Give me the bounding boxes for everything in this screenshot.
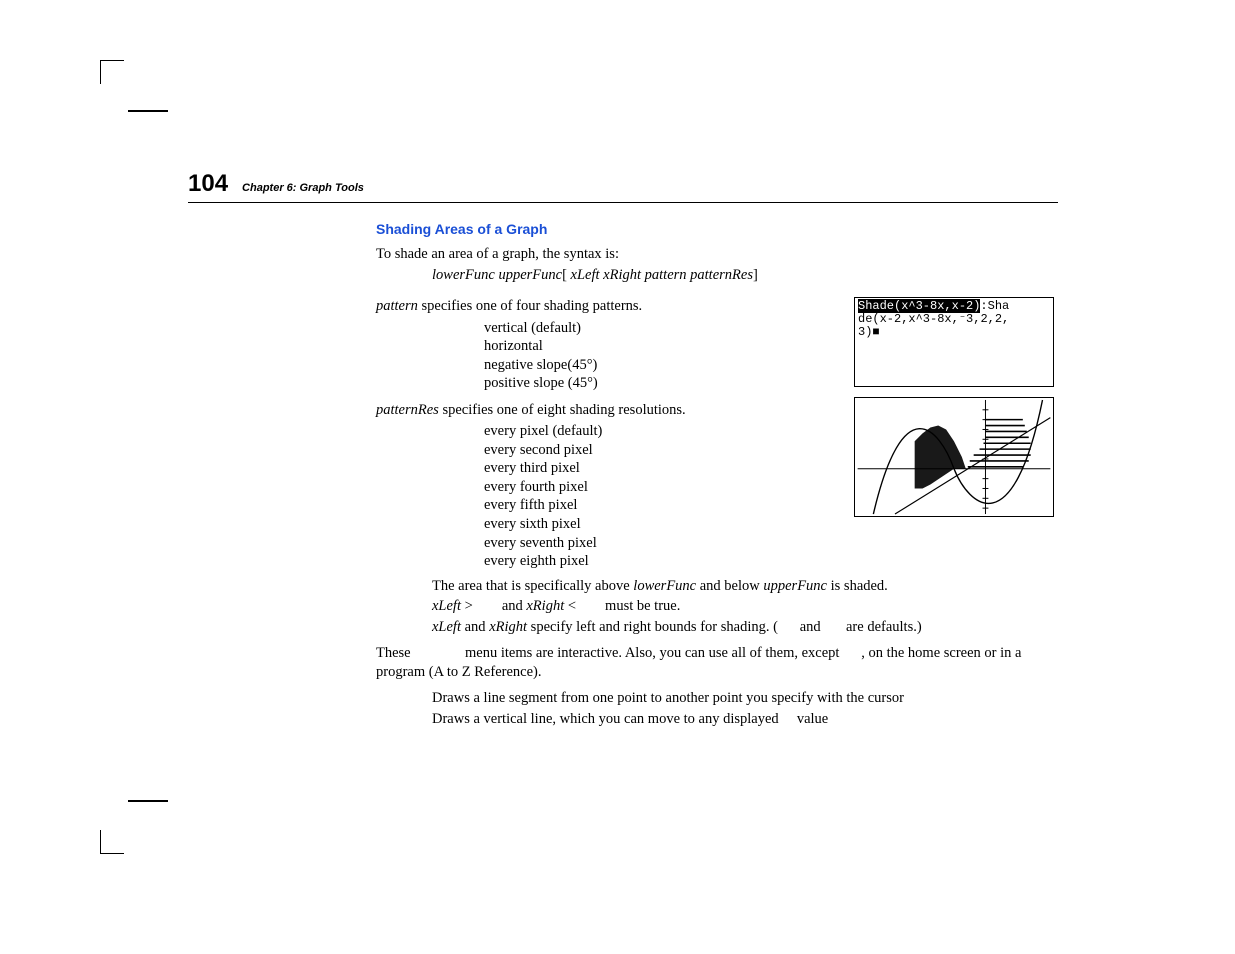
shade-right-region: [968, 420, 1031, 467]
syntax-args: xLeft xRight pattern patternRes: [567, 267, 753, 283]
mini-row-1: Draws a line segment from one point to a…: [432, 689, 1058, 708]
patternres-opt-8: every eighth pixel: [484, 552, 838, 571]
mini-text-1: Draws a line segment from one point to a…: [432, 689, 1058, 708]
syntax-close-bracket: ]: [753, 267, 758, 283]
chapter-label: Chapter 6: Graph Tools: [242, 182, 364, 194]
patternres-options: every pixel (default) every second pixel…: [376, 422, 838, 570]
page-number: 104: [188, 170, 228, 198]
mini-row-2: Draws a vertical line, which you can mov…: [432, 710, 1058, 729]
pattern-opt-4: positive slope (45°): [484, 374, 838, 393]
crop-mark-top-left: [100, 60, 124, 84]
crop-tick-top: [128, 110, 168, 112]
bullet-bounds: xLeft and xRight specify left and right …: [432, 618, 1058, 637]
crop-mark-bottom-left: [100, 830, 124, 854]
content-area: Shading Areas of a Graph To shade an are…: [376, 221, 1058, 728]
left-column: pattern specifies one of four shading pa…: [376, 297, 838, 571]
pattern-options: vertical (default) horizontal negative s…: [376, 319, 838, 393]
intro-line: To shade an area of a graph, the syntax …: [376, 245, 1058, 264]
patternres-rest: specifies one of eight shading resolutio…: [439, 402, 686, 418]
patternres-opt-4: every fourth pixel: [484, 478, 838, 497]
patternres-opt-5: every fifth pixel: [484, 496, 838, 515]
syntax-lowerfunc: lowerFunc: [432, 267, 495, 283]
patternres-opt-7: every seventh pixel: [484, 534, 838, 553]
pattern-opt-3: negative slope(45°): [484, 356, 838, 375]
pattern-opt-2: horizontal: [484, 337, 838, 356]
patternres-word: patternRes: [376, 402, 439, 418]
patternres-opt-2: every second pixel: [484, 441, 838, 460]
two-column-region: pattern specifies one of four shading pa…: [376, 297, 1058, 571]
syntax-upperfunc: upperFunc: [498, 267, 562, 283]
crop-tick-bottom: [128, 800, 168, 802]
bullet-area: The area that is specifically above lowe…: [432, 577, 1058, 596]
pattern-opt-1: vertical (default): [484, 319, 838, 338]
patternres-opt-3: every third pixel: [484, 459, 838, 478]
graph-svg: [855, 398, 1053, 516]
mini-text-2: Draws a vertical line, which you can mov…: [432, 710, 1058, 729]
syntax-line: lowerFunc upperFunc[ xLeft xRight patter…: [432, 266, 1058, 285]
calculator-screen-text: Shade(x^3-8x,x-2):Sha de(x-2,x^3-8x,⁻3,2…: [854, 297, 1054, 387]
calculator-graph: [854, 397, 1054, 517]
page-body: 104 Chapter 6: Graph Tools Shading Areas…: [188, 170, 1058, 730]
running-head: 104 Chapter 6: Graph Tools: [188, 170, 1058, 203]
patternres-opt-6: every sixth pixel: [484, 515, 838, 534]
mini-definitions: Draws a line segment from one point to a…: [432, 689, 1058, 728]
pattern-rest: specifies one of four shading patterns.: [418, 298, 642, 314]
shading-bullets: The area that is specifically above lowe…: [432, 577, 1058, 637]
pattern-leadin: pattern specifies one of four shading pa…: [376, 297, 838, 316]
screen-highlight: Shade(x^3-8x,x-2): [858, 299, 980, 313]
pattern-word: pattern: [376, 298, 418, 314]
right-column: Shade(x^3-8x,x-2):Sha de(x-2,x^3-8x,⁻3,2…: [854, 297, 1058, 571]
section-heading: Shading Areas of a Graph: [376, 221, 1058, 239]
patternres-opt-1: every pixel (default): [484, 422, 838, 441]
closing-paragraph: These menu items are interactive. Also, …: [376, 644, 1058, 681]
patternres-leadin: patternRes specifies one of eight shadin…: [376, 401, 838, 420]
bullet-true: xLeft > and xRight < must be true.: [432, 597, 1058, 616]
